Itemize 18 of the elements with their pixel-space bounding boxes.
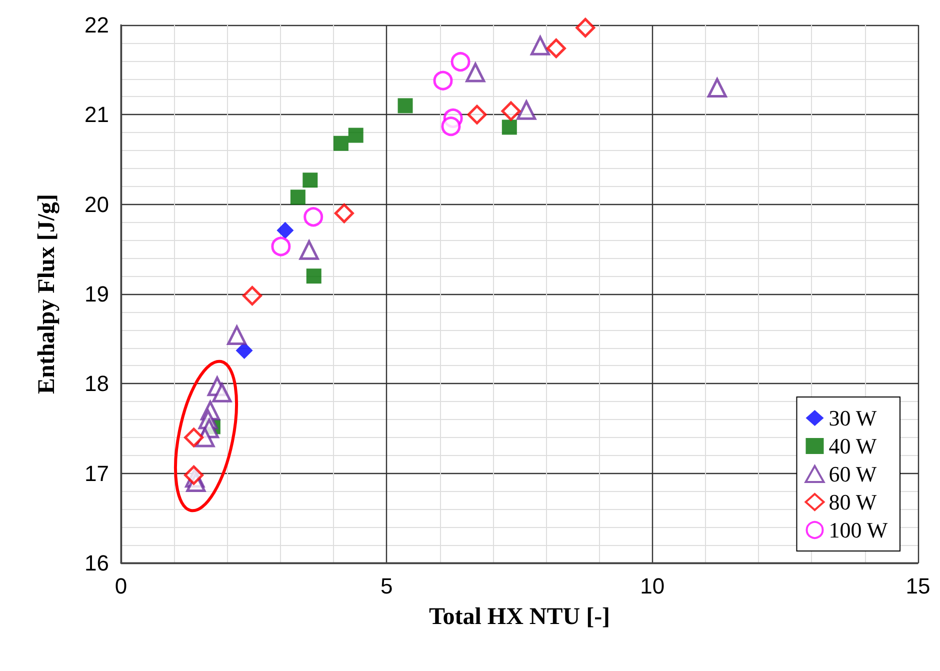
y-tick-label: 21 — [84, 102, 109, 128]
x-tick-label: 0 — [114, 574, 128, 598]
x-axis-title: Total HX NTU [-] — [428, 604, 610, 630]
y-tick-label: 20 — [84, 192, 109, 217]
legend-label: 40 W — [828, 434, 877, 458]
legend-label: 60 W — [828, 462, 877, 486]
x-tick-label: 5 — [380, 574, 393, 598]
y-tick-label: 22 — [84, 12, 109, 38]
legend-label: 30 W — [828, 406, 877, 430]
y-tick-label: 16 — [84, 550, 109, 576]
legend-label: 80 W — [828, 490, 877, 514]
legend-label: 100 W — [828, 518, 888, 542]
x-tick-label: 10 — [640, 574, 665, 598]
x-tick-label: 15 — [906, 574, 930, 598]
y-axis-title: Enthalpy Flux [J/g] — [34, 194, 60, 394]
y-tick-label: 19 — [84, 282, 109, 306]
y-tick-label: 18 — [84, 371, 109, 396]
y-tick-label: 17 — [84, 460, 109, 486]
